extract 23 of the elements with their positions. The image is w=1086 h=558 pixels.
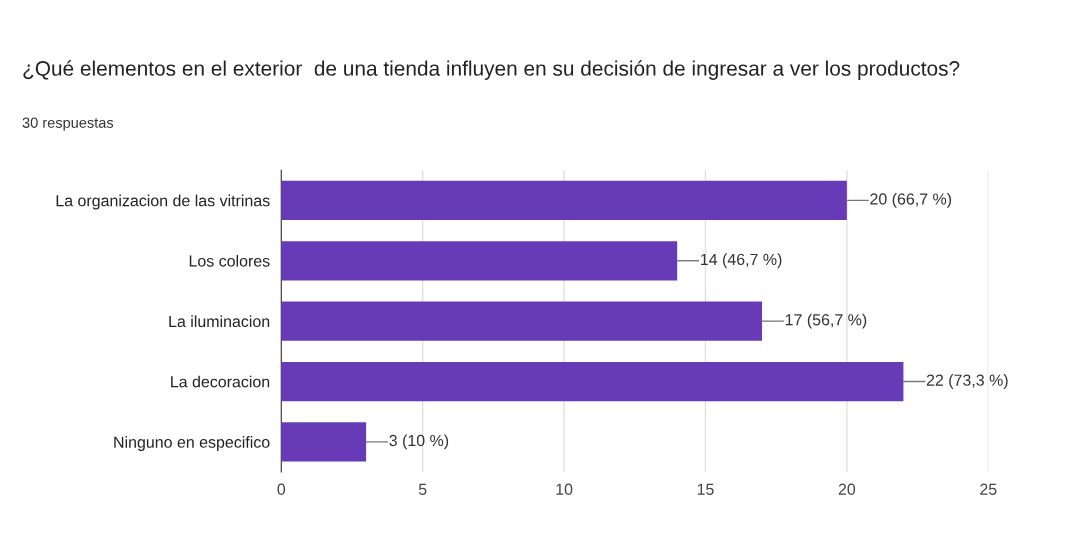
x-tick-label: 5 (418, 483, 427, 495)
x-tick-label: 20 (838, 483, 856, 495)
y-tick-label: La iluminacion (169, 315, 270, 328)
chart-title: ¿Qué elementos en el exterior de una tienda influyen en su decisión de ingresar a ver los productos? (23, 60, 960, 80)
data-label: 17 (56,7 %) (785, 313, 867, 329)
x-tick-label: 0 (277, 483, 286, 495)
bar (281, 241, 678, 281)
x-tick-label: 10 (556, 483, 573, 495)
text: 30 respuestas (22, 117, 114, 131)
y-tick-label: La organizacion de las vitrinas (56, 194, 270, 210)
bar (281, 180, 847, 220)
bar (281, 361, 904, 402)
x-tick-label: 15 (697, 483, 714, 495)
y-tick-label: Los colores (189, 254, 270, 267)
bar (281, 422, 367, 462)
data-label: 3 (10 %) (389, 434, 449, 450)
x-tick-label: 25 (980, 483, 997, 495)
bar (281, 301, 763, 341)
y-tick-label: Ninguno en especifico (114, 436, 270, 451)
data-label: 14 (46,7 %) (701, 253, 782, 269)
data-label: 20 (66,7 %) (870, 192, 952, 208)
data-label: 22 (73,3 %) (926, 374, 1008, 389)
y-tick-label: La decoracion (171, 375, 270, 388)
